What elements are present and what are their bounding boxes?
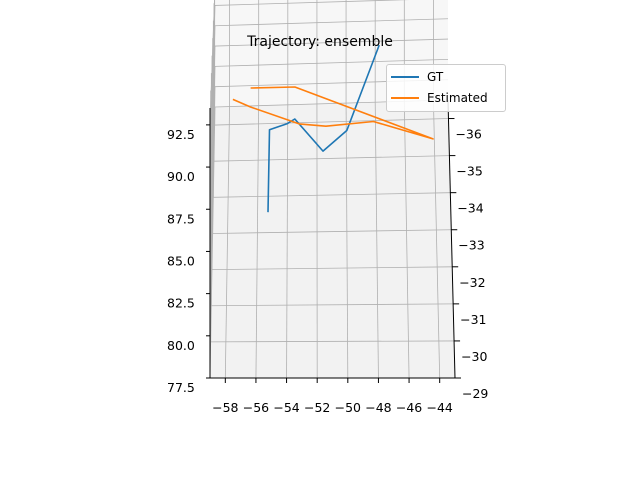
y-tick-label: −35 <box>456 164 482 179</box>
legend-item-gt: GT <box>391 68 443 86</box>
z-tick-label: 90.0 <box>167 169 195 184</box>
x-tick-label: −46 <box>396 400 422 415</box>
x-tick-label: −54 <box>273 400 299 415</box>
z-tick-label: 82.5 <box>167 296 195 311</box>
y-tick-label: −29 <box>462 386 488 401</box>
x-tick-label: −58 <box>212 400 238 415</box>
y-tick-label: −32 <box>459 275 485 290</box>
x-tick-label: −52 <box>304 400 330 415</box>
legend-label-gt: GT <box>427 70 443 84</box>
y-tick-label: −31 <box>460 312 486 327</box>
legend-item-estimated: Estimated <box>391 89 488 107</box>
x-tick-label: −48 <box>365 400 391 415</box>
x-tick-label: −50 <box>335 400 361 415</box>
z-tick-label: 85.0 <box>167 253 195 268</box>
z-tick-label: 80.0 <box>167 338 195 353</box>
legend-swatch-gt <box>391 76 419 78</box>
axis-panes <box>210 0 455 378</box>
y-tick-label: −33 <box>458 238 484 253</box>
y-tick-label: −30 <box>461 349 487 364</box>
x-tick-label: −44 <box>426 400 452 415</box>
floor-pane <box>210 100 455 378</box>
z-tick-label: 77.5 <box>167 380 195 395</box>
z-tick-label: 92.5 <box>167 127 195 142</box>
y-tick-label: −36 <box>455 127 481 142</box>
x-tick-label: −56 <box>243 400 269 415</box>
legend: GT Estimated <box>386 64 506 112</box>
legend-label-estimated: Estimated <box>427 91 488 105</box>
y-tick-label: −34 <box>457 201 483 216</box>
legend-swatch-estimated <box>391 97 419 99</box>
z-tick-label: 87.5 <box>167 211 195 226</box>
chart-title: Trajectory: ensemble <box>0 34 640 50</box>
